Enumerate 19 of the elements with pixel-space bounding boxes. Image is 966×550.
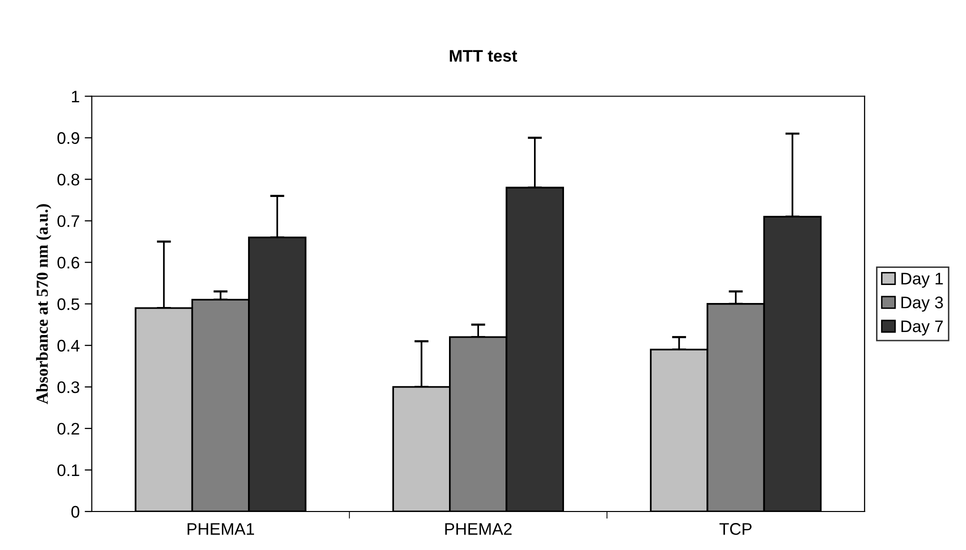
legend-label: Day 3 [901,296,943,312]
y-tick-label: 0.2 [57,422,80,435]
y-tick-label: 0.4 [57,340,80,352]
legend-label: Day 7 [901,320,943,336]
y-tick-label: 0.7 [57,215,80,228]
x-tick-label: PHEMA1 [188,523,254,535]
legend-label: Day 1 [901,272,943,288]
y-tick-label: 0.3 [57,381,80,394]
y-axis-title: Absorbance at 570 nm (a.u.) [36,204,52,404]
x-tick-label: PHEMA2 [445,523,512,535]
x-tick-label: TCP [719,523,752,535]
y-tick-label: 0.9 [57,132,80,144]
y-tick-label: 0.6 [57,256,80,269]
y-tick-label: 0.1 [57,464,80,476]
chart-title: MTT test [450,50,518,62]
y-tick-label: 0 [71,506,80,518]
y-tick-label: 1 [72,90,80,102]
y-tick-label: 0.8 [57,174,80,186]
y-tick-label: 0.5 [57,298,80,310]
